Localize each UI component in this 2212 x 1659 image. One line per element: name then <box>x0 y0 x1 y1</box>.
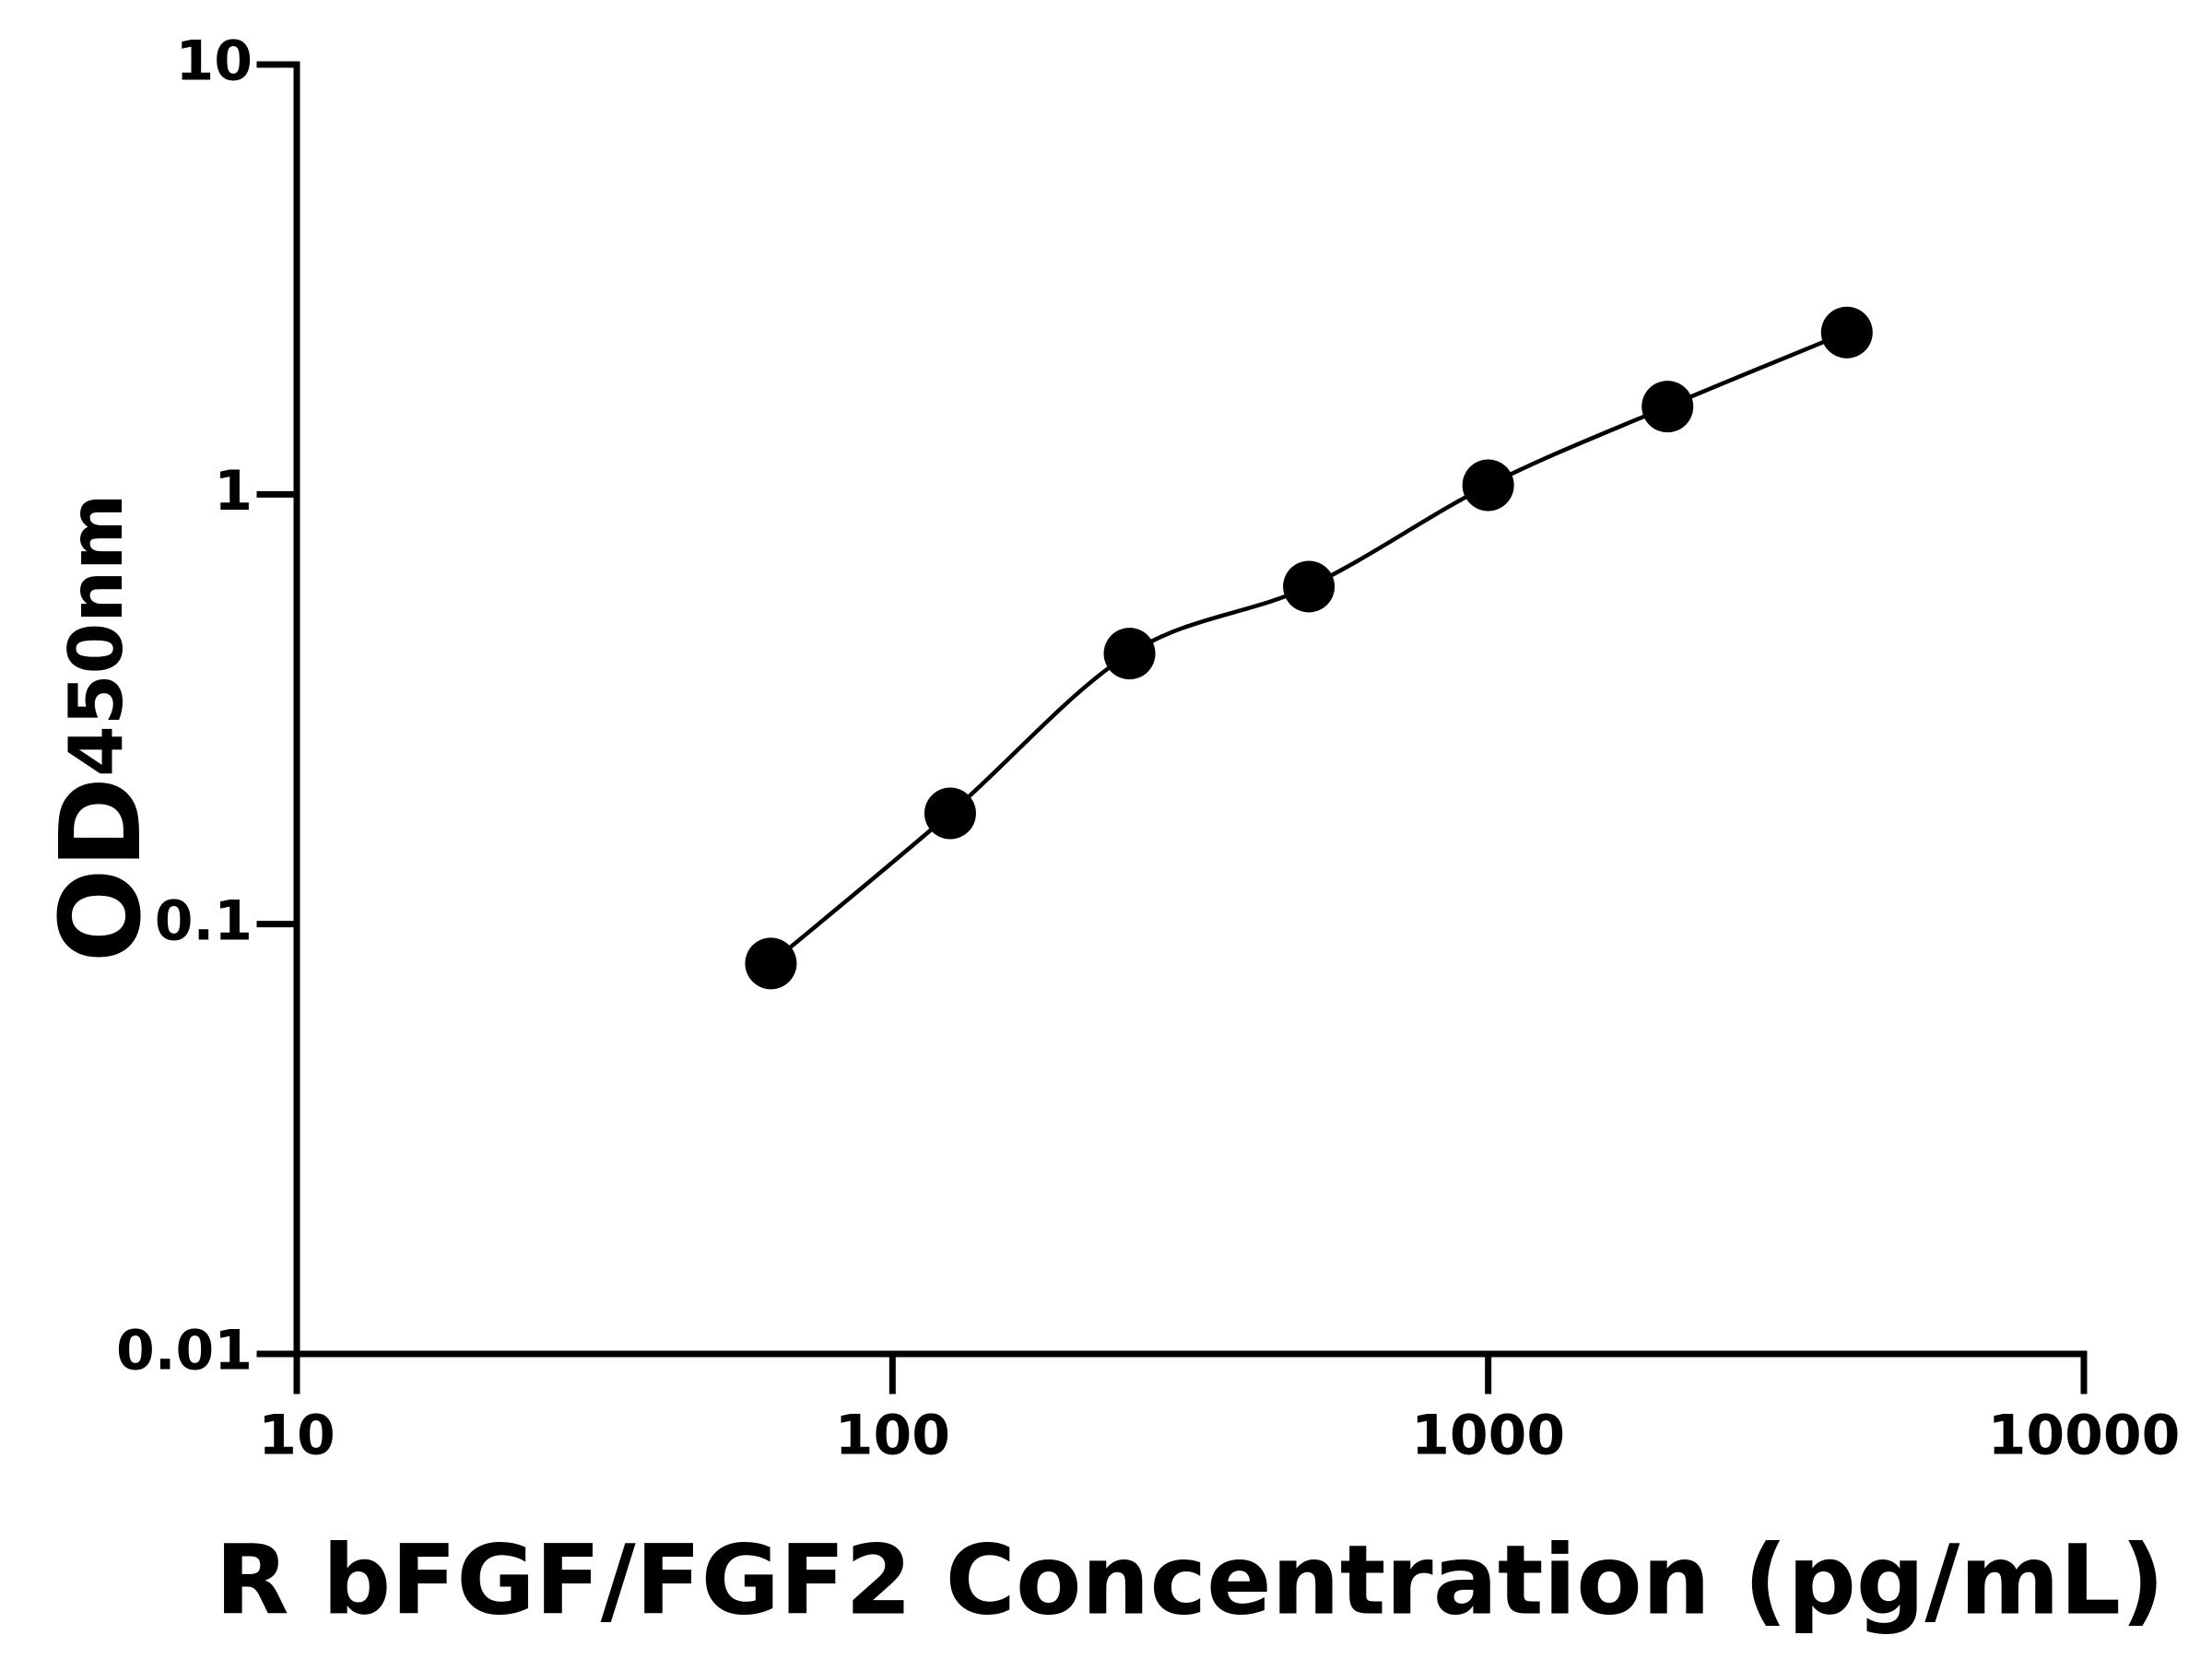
y-tick-label: 0.1 <box>155 888 253 953</box>
y-tick-label: 10 <box>176 29 253 94</box>
x-tick-label: 10000 <box>1988 1404 2181 1468</box>
y-axis-label-main: OD <box>38 777 166 963</box>
data-point <box>1103 628 1156 680</box>
data-point <box>1462 459 1514 512</box>
x-tick-label: 1000 <box>1411 1404 1565 1468</box>
data-point <box>1641 381 1694 433</box>
data-point <box>924 787 976 840</box>
y-tick-label: 1 <box>214 459 253 524</box>
data-point <box>745 937 797 990</box>
y-tick-label: 0.01 <box>116 1319 253 1383</box>
y-axis-label: OD450nm <box>38 494 166 963</box>
x-tick-label: 100 <box>835 1404 950 1468</box>
data-point <box>1283 560 1335 613</box>
x-axis-label: R bFGF/FGF2 Concentration (pg/mL) <box>215 1524 2164 1636</box>
x-tick-label: 10 <box>258 1404 335 1468</box>
data-point <box>1820 306 1873 359</box>
fit-curve <box>769 330 1848 966</box>
y-axis-label-sub: 450nm <box>53 494 139 777</box>
